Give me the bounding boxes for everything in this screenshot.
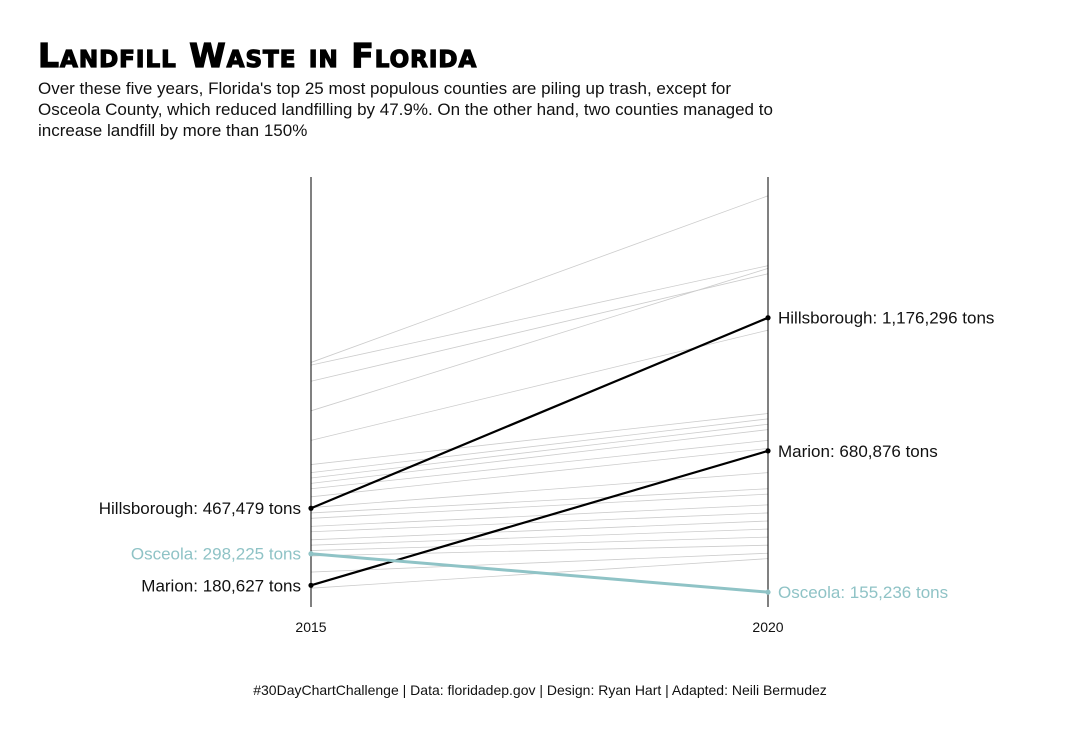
background-series-line-10 bbox=[310, 439, 769, 490]
background-series-line-4 bbox=[310, 267, 769, 412]
background-series-line-6 bbox=[310, 413, 769, 465]
background-series-line-19 bbox=[310, 536, 769, 551]
highlighted-series-group: Hillsborough: 467,479 tons Hillsborough: … bbox=[99, 309, 995, 602]
background-series-line-17 bbox=[310, 520, 769, 541]
background-series-line-2 bbox=[310, 265, 769, 366]
background-series-group bbox=[310, 195, 769, 589]
x-tick-label-2020: 2020 bbox=[752, 619, 783, 635]
chart-caption: #30DayChartChallenge | Data: floridadep.… bbox=[253, 682, 827, 698]
background-series-line-21 bbox=[310, 552, 769, 573]
background-series-line-14 bbox=[310, 493, 769, 519]
hillsborough-label-2020: Hillsborough: 1,176,296 tons bbox=[778, 309, 994, 328]
hillsborough-point-2020 bbox=[765, 315, 771, 321]
osceola-point-2020 bbox=[765, 589, 771, 595]
background-series-line-12 bbox=[310, 472, 769, 508]
hillsborough-point-2015 bbox=[308, 505, 314, 511]
background-series-line-15 bbox=[310, 504, 769, 527]
chart-subtitle: Over these five years, Florida's top 25 … bbox=[38, 79, 773, 140]
osceola-point-2015 bbox=[308, 551, 314, 557]
background-series-line-11 bbox=[310, 448, 769, 498]
marion-label-2015: Marion: 180,627 tons bbox=[141, 576, 301, 595]
x-tick-label-2015: 2015 bbox=[295, 619, 326, 635]
osceola-label-2015: Osceola: 298,225 tons bbox=[131, 545, 301, 564]
background-series-line-9 bbox=[310, 429, 769, 484]
marion-label-2020: Marion: 680,876 tons bbox=[778, 442, 938, 461]
chart-title: Landfill Waste in Florida bbox=[37, 35, 478, 75]
background-series-line-8 bbox=[310, 423, 769, 479]
background-series-line-20 bbox=[310, 544, 769, 557]
marion-point-2015 bbox=[308, 582, 314, 588]
background-series-line-16 bbox=[310, 512, 769, 533]
hillsborough-label-2015: Hillsborough: 467,479 tons bbox=[99, 499, 301, 518]
osceola-series-line bbox=[310, 552, 769, 594]
background-series-line-7 bbox=[310, 418, 769, 474]
background-series-line-18 bbox=[310, 528, 769, 546]
marion-series-line bbox=[310, 449, 769, 587]
background-series-line-3 bbox=[310, 273, 769, 382]
hillsborough-series-line bbox=[310, 316, 769, 510]
background-series-line-13 bbox=[310, 488, 769, 514]
background-series-line-1 bbox=[310, 195, 769, 363]
marion-point-2020 bbox=[765, 448, 771, 454]
osceola-label-2020: Osceola: 155,236 tons bbox=[778, 583, 948, 602]
